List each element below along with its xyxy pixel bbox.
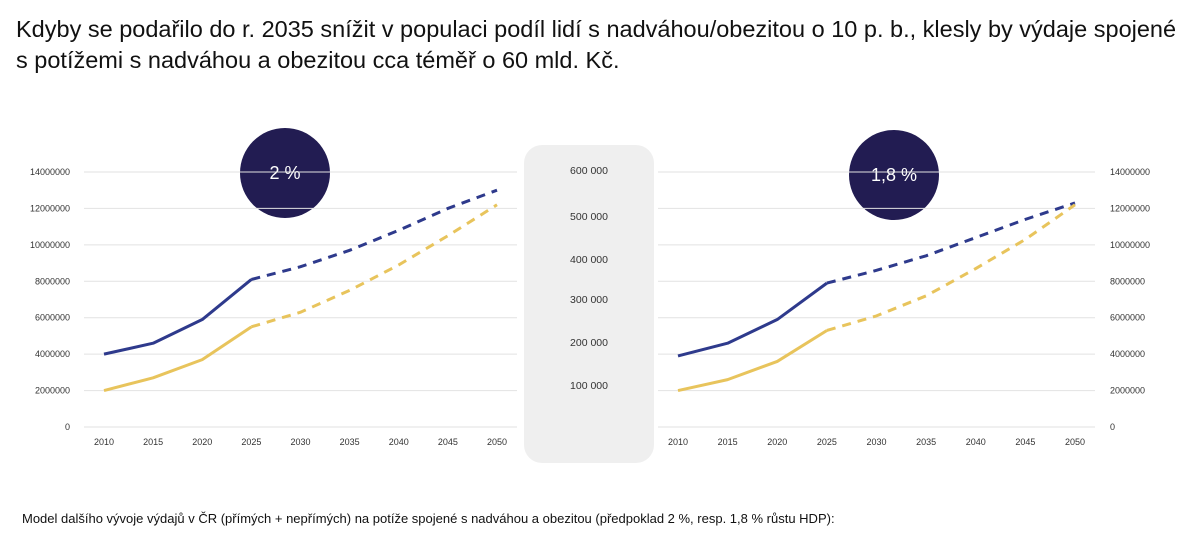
x-tick-label: 2010: [94, 437, 114, 447]
x-tick-label: 2040: [966, 437, 986, 447]
x-tick-label: 2040: [389, 437, 409, 447]
y-tick-label: 6000000: [1110, 313, 1145, 323]
middle-axis-tick: 100 000: [570, 380, 608, 392]
series-line-projected: [826, 203, 1076, 332]
middle-axis-tick: 500 000: [570, 211, 608, 223]
middle-axis-tick: 300 000: [570, 294, 608, 306]
y-tick-label: 14000000: [1110, 167, 1150, 177]
growth-badge-right: 1,8 %: [849, 130, 939, 220]
x-tick-label: 2020: [767, 437, 787, 447]
series-line-projected: [826, 201, 1076, 285]
x-tick-label: 2050: [1065, 437, 1085, 447]
y-tick-label: 0: [65, 422, 70, 432]
x-tick-label: 2015: [718, 437, 738, 447]
x-tick-label: 2015: [143, 437, 163, 447]
x-tick-label: 2020: [192, 437, 212, 447]
x-tick-label: 2035: [916, 437, 936, 447]
y-tick-label: 12000000: [30, 203, 70, 213]
series-line-projected: [250, 188, 498, 281]
y-tick-label: 0: [1110, 422, 1115, 432]
y-tick-label: 10000000: [1110, 240, 1150, 250]
x-tick-label: 2035: [340, 437, 360, 447]
page-title: Kdyby se podařilo do r. 2035 snížit v po…: [16, 16, 1177, 73]
y-tick-label: 4000000: [1110, 349, 1145, 359]
series-line-actual: [677, 281, 828, 358]
middle-axis-tick: 600 000: [570, 165, 608, 177]
y-tick-label: 14000000: [30, 167, 70, 177]
footnote: Model dalšího vývoje výdajů v ČR (přímýc…: [22, 511, 835, 526]
y-tick-label: 2000000: [1110, 386, 1145, 396]
growth-badge-left: 2 %: [240, 128, 330, 218]
y-tick-label: 10000000: [30, 240, 70, 250]
x-tick-label: 2010: [668, 437, 688, 447]
series-line-projected: [250, 203, 498, 329]
y-tick-label: 8000000: [35, 276, 70, 286]
y-tick-label: 6000000: [35, 313, 70, 323]
y-tick-label: 12000000: [1110, 203, 1150, 213]
series-line-actual: [103, 325, 253, 393]
x-tick-label: 2045: [1015, 437, 1035, 447]
x-tick-label: 2050: [487, 437, 507, 447]
y-tick-label: 2000000: [35, 386, 70, 396]
x-tick-label: 2030: [290, 437, 310, 447]
middle-axis-tick: 200 000: [570, 337, 608, 349]
middle-axis-panel: 600 000 500 000 400 000 300 000 200 000 …: [524, 145, 654, 463]
series-line-actual: [677, 329, 828, 393]
x-tick-label: 2030: [866, 437, 886, 447]
y-tick-label: 4000000: [35, 349, 70, 359]
series-line-actual: [103, 278, 253, 356]
y-tick-label: 8000000: [1110, 276, 1145, 286]
middle-axis-tick: 400 000: [570, 254, 608, 266]
x-tick-label: 2045: [438, 437, 458, 447]
x-tick-label: 2025: [241, 437, 261, 447]
x-tick-label: 2025: [817, 437, 837, 447]
